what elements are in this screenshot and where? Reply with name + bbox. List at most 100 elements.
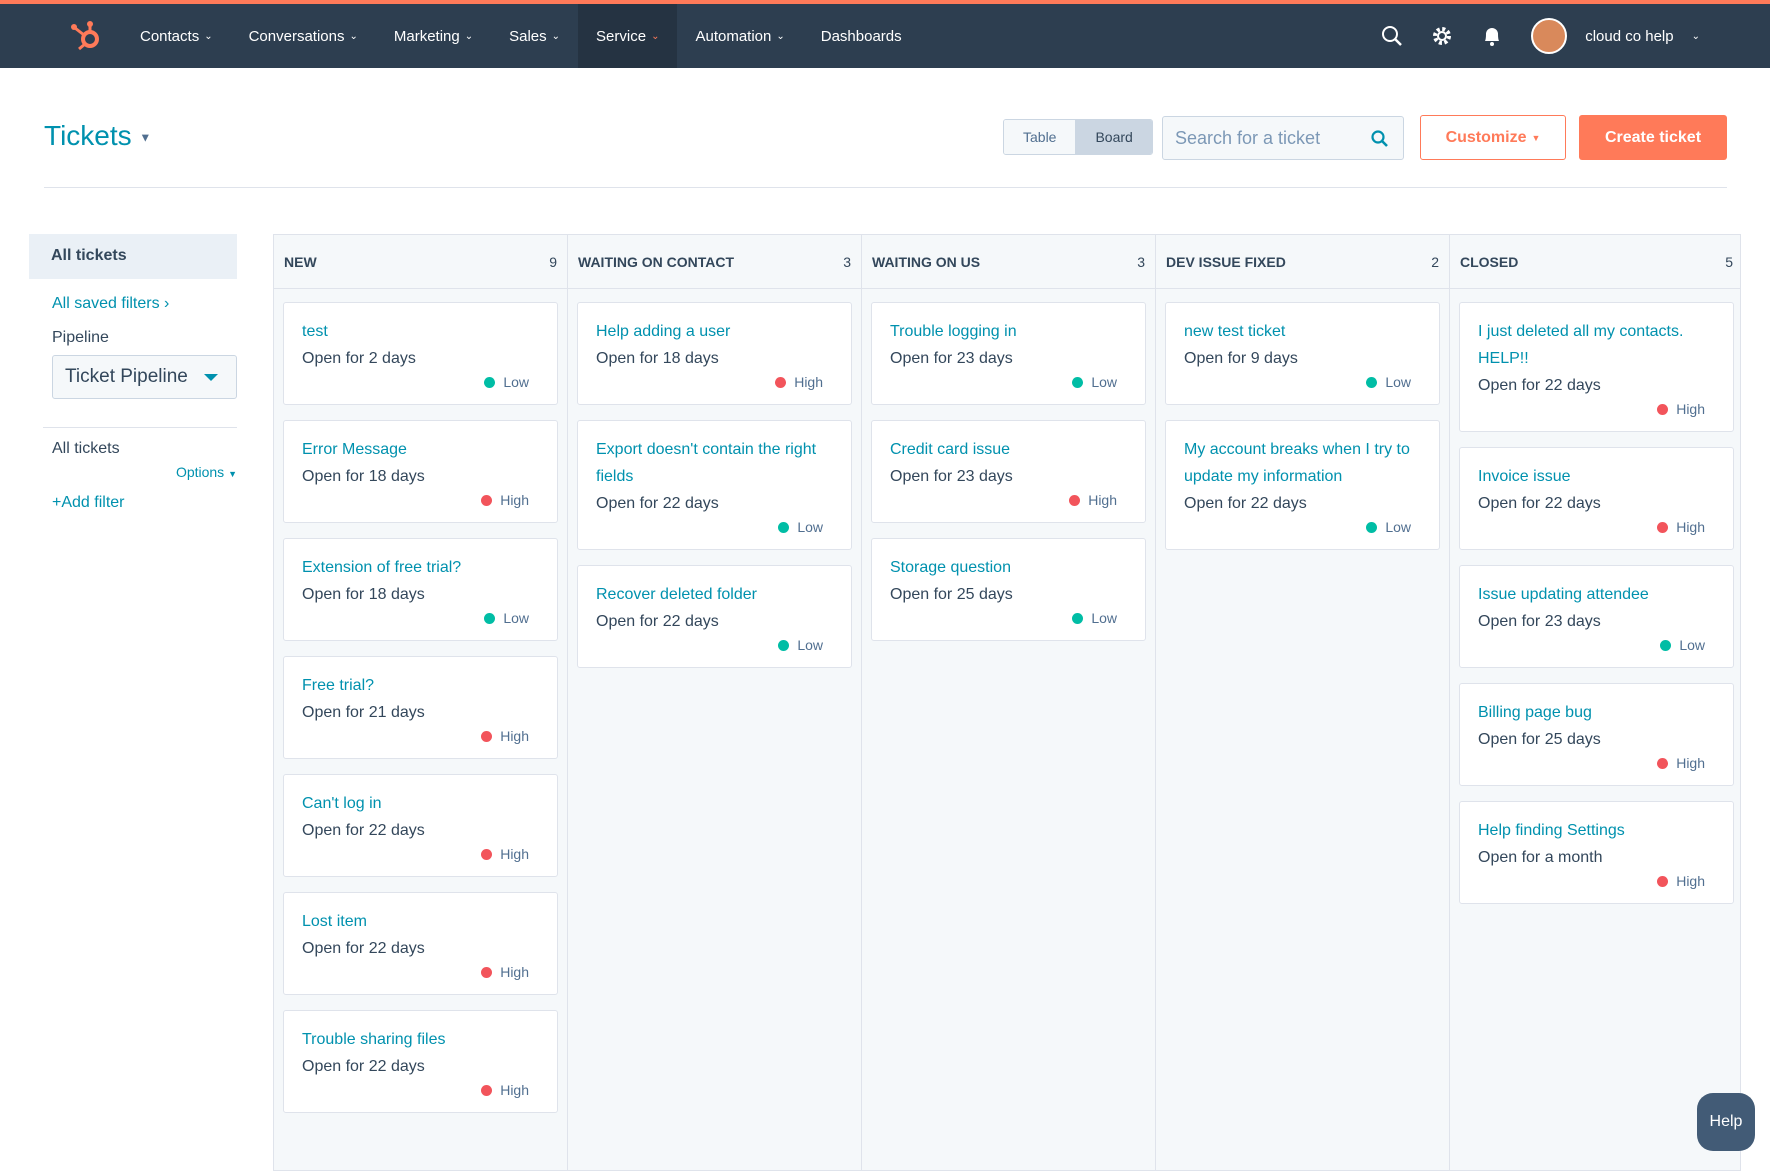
ticket-card[interactable]: Credit card issue Open for 23 days High [871, 420, 1146, 523]
priority-label: Low [1679, 637, 1705, 653]
pipeline-select[interactable]: Ticket Pipeline [52, 355, 237, 399]
ticket-card[interactable]: test Open for 2 days Low [283, 302, 558, 405]
priority-dot [481, 967, 493, 978]
card-list: test Open for 2 days Low Error Message Open … [274, 289, 567, 1141]
ticket-card[interactable]: Trouble logging in Open for 23 days Low [871, 302, 1146, 405]
ticket-card[interactable]: Help adding a user Open for 18 days High [577, 302, 852, 405]
ticket-card[interactable]: Help finding Settings Open for a month Hig… [1459, 801, 1734, 904]
help-button[interactable]: Help [1697, 1093, 1755, 1151]
ticket-priority: High [302, 728, 529, 744]
ticket-card[interactable]: Export doesn't contain the right fields O… [577, 420, 852, 550]
ticket-title[interactable]: Storage question [890, 559, 1011, 576]
nav-item[interactable]: Dashboards [803, 4, 920, 68]
ticket-status: Open for 22 days [302, 822, 425, 839]
ticket-card[interactable]: Invoice issue Open for 22 days High [1459, 447, 1734, 550]
ticket-priority: High [1478, 519, 1705, 535]
chevron: ⌄ [1691, 30, 1700, 42]
nav-item[interactable]: Service ⌄ [578, 4, 678, 68]
view-option[interactable]: Board [1075, 120, 1152, 154]
view-option[interactable]: Table [1004, 120, 1076, 154]
ticket-card[interactable]: Extension of free trial? Open for 18 days… [283, 538, 558, 641]
ticket-card[interactable]: Error Message Open for 18 days High [283, 420, 558, 523]
nav-item[interactable]: Sales ⌄ [491, 4, 578, 68]
customize-button[interactable]: Customize ▼ [1420, 115, 1566, 160]
ticket-card[interactable]: Recover deleted folder Open for 22 days Lo… [577, 565, 852, 668]
options-menu[interactable]: Options ▼ [52, 464, 237, 480]
ticket-card[interactable]: Billing page bug Open for 25 days High [1459, 683, 1734, 786]
ticket-status: Open for 23 days [1478, 613, 1601, 630]
ticket-title[interactable]: Credit card issue [890, 441, 1011, 458]
ticket-status: Open for 21 days [302, 704, 425, 721]
nav-label: Conversations [248, 27, 345, 45]
ticket-title[interactable]: Trouble logging in [890, 323, 1017, 340]
ticket-card[interactable]: I just deleted all my contacts. HELP!! Op… [1459, 302, 1734, 432]
priority-label: High [500, 1082, 529, 1098]
column-count: 3 [843, 253, 851, 270]
ticket-title[interactable]: Billing page bug [1478, 704, 1592, 721]
search-placeholder: Search for a ticket [1175, 128, 1321, 148]
ticket-card[interactable]: new test ticket Open for 9 days Low [1165, 302, 1440, 405]
priority-label: High [1676, 519, 1705, 535]
settings-icon[interactable] [1431, 25, 1453, 47]
nav-item[interactable]: Conversations ⌄ [231, 4, 376, 68]
ticket-card[interactable]: My account breaks when I try to update m… [1165, 420, 1440, 550]
ticket-priority: Low [1478, 637, 1705, 653]
ticket-card[interactable]: Free trial? Open for 21 days High [283, 656, 558, 759]
priority-dot [481, 1085, 493, 1096]
ticket-card[interactable]: Issue updating attendee Open for 23 days L… [1459, 565, 1734, 668]
column-count: 5 [1725, 253, 1733, 270]
ticket-title[interactable]: Help adding a user [596, 323, 731, 340]
chevron: ⌄ [349, 30, 358, 42]
logo[interactable] [70, 20, 102, 52]
notifications-icon[interactable] [1481, 25, 1503, 47]
ticket-title[interactable]: Free trial? [302, 677, 375, 694]
ticket-title[interactable]: Issue updating attendee [1478, 586, 1649, 603]
ticket-priority: Low [596, 519, 823, 535]
ticket-title[interactable]: Can't log in [302, 795, 382, 812]
ticket-status: Open for 23 days [890, 468, 1013, 485]
nav-item[interactable]: Marketing ⌄ [376, 4, 491, 68]
saved-filters-link[interactable]: All saved filters › [52, 295, 170, 312]
ticket-title[interactable]: Extension of free trial? [302, 559, 462, 576]
ticket-title[interactable]: Recover deleted folder [596, 586, 757, 603]
column: NEW 9 test Open for 2 days Low Error Message O… [274, 235, 568, 1170]
priority-dot [775, 377, 787, 388]
ticket-status: Open for 22 days [596, 613, 719, 630]
ticket-title[interactable]: I just deleted all my contacts. HELP!! [1478, 323, 1684, 367]
nav-item[interactable]: Automation ⌄ [677, 4, 802, 68]
section-title: All tickets [52, 440, 120, 457]
ticket-card[interactable]: Lost item Open for 22 days High [283, 892, 558, 995]
create-ticket-button[interactable]: Create ticket [1579, 115, 1727, 160]
nav-item[interactable]: Contacts ⌄ [122, 4, 231, 68]
view-toggle: Table Board [1003, 119, 1153, 155]
ticket-card[interactable]: Trouble sharing files Open for 22 days Hig… [283, 1010, 558, 1113]
ticket-title[interactable]: new test ticket [1184, 323, 1286, 340]
add-filter[interactable]: +Add filter [52, 494, 125, 511]
nav-label: Marketing [393, 27, 460, 45]
ticket-status: Open for 25 days [1478, 731, 1601, 748]
ticket-title[interactable]: test [302, 323, 328, 340]
ticket-title[interactable]: Trouble sharing files [302, 1031, 446, 1048]
column-header: WAITING ON US 3 [862, 235, 1155, 289]
filter-section: All tickets Options ▼ +Add filter [52, 440, 237, 512]
ticket-title[interactable]: Help finding Settings [1478, 822, 1625, 839]
user-menu[interactable]: cloud co help ⌄ [1531, 18, 1700, 54]
all-tickets-filter[interactable]: All tickets [29, 234, 237, 279]
chevron: ⌄ [776, 30, 785, 42]
nav-label: Dashboards [820, 27, 902, 45]
ticket-card[interactable]: Storage question Open for 25 days Low [871, 538, 1146, 641]
ticket-priority: High [302, 1082, 529, 1098]
ticket-status: Open for 2 days [302, 350, 416, 367]
ticket-title[interactable]: Lost item [302, 913, 367, 930]
ticket-title[interactable]: Error Message [302, 441, 407, 458]
ticket-card[interactable]: Can't log in Open for 22 days High [283, 774, 558, 877]
page-title[interactable]: Tickets ▼ [44, 120, 151, 152]
ticket-title[interactable]: Invoice issue [1478, 468, 1571, 485]
ticket-title[interactable]: Export doesn't contain the right fields [596, 441, 817, 485]
ticket-status: Open for 22 days [302, 940, 425, 957]
ticket-title[interactable]: My account breaks when I try to update m… [1184, 441, 1410, 485]
search-box[interactable]: Search for a ticket [1162, 116, 1404, 160]
search-icon[interactable] [1381, 25, 1403, 47]
ticket-priority: Low [1184, 519, 1411, 535]
priority-dot [481, 849, 493, 860]
